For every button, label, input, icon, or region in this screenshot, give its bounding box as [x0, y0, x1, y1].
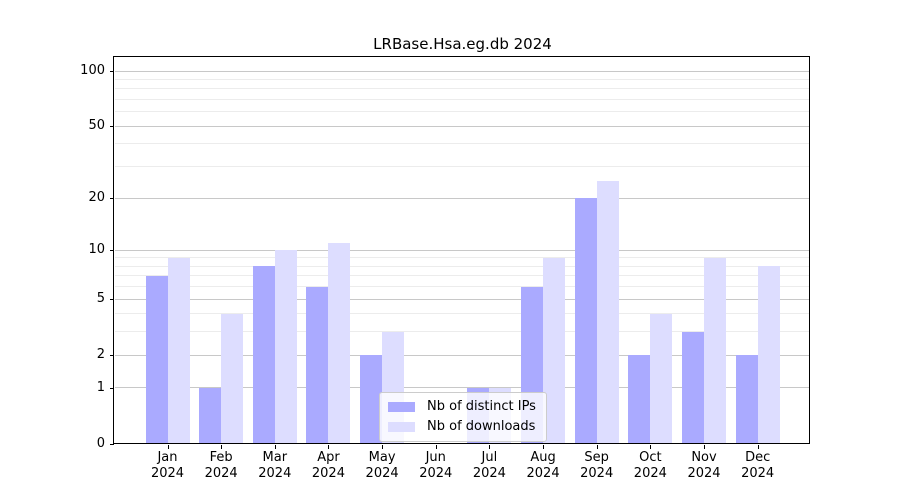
- bar-downloads-nov: [704, 257, 726, 444]
- gridline-minor: [115, 143, 810, 145]
- bar-ips-apr: [306, 286, 329, 444]
- x-tick-label-jan: Jan 2024: [150, 450, 185, 481]
- bar-downloads-dec: [757, 266, 780, 444]
- bar-ips-may: [360, 355, 383, 444]
- x-tick-mark: [757, 445, 759, 449]
- x-tick-label-dec: Dec 2024: [741, 450, 775, 481]
- x-tick-label-aug: Aug 2024: [526, 450, 560, 481]
- y-tick-mark: [110, 198, 114, 199]
- x-tick-label-may: May 2024: [365, 450, 399, 481]
- y-tick-label: 0: [96, 436, 105, 451]
- y-tick-label: 20: [88, 190, 105, 205]
- gridline-minor: [115, 313, 810, 315]
- bar-downloads-aug: [543, 257, 566, 444]
- bar-downloads-mar: [274, 250, 297, 444]
- y-tick-mark: [110, 387, 114, 389]
- x-tick-label-sep: Sep 2024: [580, 450, 614, 481]
- gridline-minor: [115, 265, 810, 267]
- legend-item-distinct-ips: Nb of distinct IPs: [388, 398, 536, 415]
- x-tick-mark: [274, 445, 276, 449]
- gridline-major: [115, 387, 810, 389]
- legend-label-downloads: Nb of downloads: [427, 419, 536, 434]
- gridline-minor: [115, 99, 810, 101]
- y-tick-mark: [110, 444, 114, 445]
- gridline-major: [115, 125, 810, 127]
- bar-ips-dec: [735, 355, 758, 444]
- y-tick-label: 50: [88, 118, 105, 134]
- chart-title: LRBase.Hsa.eg.db 2024: [373, 35, 552, 53]
- bar-ips-jan: [145, 275, 168, 444]
- y-tick-label: 2: [96, 347, 105, 363]
- y-tick-mark: [110, 71, 114, 73]
- x-tick-label-jun: Jun 2024: [419, 450, 453, 481]
- x-tick-mark: [704, 445, 705, 449]
- y-tick-label: 5: [96, 291, 105, 307]
- gridline-minor: [115, 275, 810, 277]
- gridline-minor: [115, 286, 810, 288]
- legend-item-downloads: Nb of downloads: [388, 418, 536, 435]
- y-tick-mark: [110, 299, 114, 301]
- gridline-major: [115, 70, 810, 72]
- bar-downloads-jan: [167, 257, 190, 444]
- x-tick-mark: [382, 445, 384, 449]
- x-tick-label-feb: Feb 2024: [204, 450, 238, 481]
- bar-ips-feb: [199, 388, 222, 444]
- x-tick-mark: [435, 445, 437, 449]
- gridline-minor: [115, 331, 810, 333]
- y-tick-label: 1: [96, 379, 105, 395]
- gridline-major: [115, 197, 810, 199]
- x-tick-mark: [489, 445, 491, 449]
- bar-ips-sep: [574, 198, 597, 444]
- x-tick-mark: [167, 445, 169, 449]
- gridline-major: [115, 298, 810, 300]
- bar-downloads-apr: [328, 243, 351, 444]
- x-tick-mark: [221, 445, 223, 449]
- gridline-minor: [115, 257, 810, 259]
- gridline-major: [115, 354, 810, 356]
- gridline-minor: [115, 79, 810, 81]
- bar-ips-nov: [682, 332, 704, 444]
- x-tick-label-apr: Apr 2024: [311, 450, 345, 481]
- bar-downloads-feb: [221, 313, 244, 444]
- x-tick-mark: [543, 445, 545, 449]
- legend-label-ips: Nb of distinct IPs: [427, 399, 536, 414]
- y-tick-mark: [110, 355, 114, 357]
- bar-downloads-sep: [596, 180, 619, 444]
- gridline-minor: [115, 111, 810, 113]
- gridline-minor: [115, 88, 810, 90]
- y-tick-label: 100: [80, 63, 105, 79]
- x-tick-label-oct: Oct 2024: [633, 450, 667, 481]
- x-tick-label-mar: Mar 2024: [258, 450, 292, 481]
- y-tick-mark: [110, 250, 114, 252]
- y-tick-label: 10: [88, 242, 105, 258]
- x-tick-mark: [328, 445, 330, 449]
- x-tick-label-jul: Jul 2024: [472, 450, 506, 481]
- legend: Nb of distinct IPs Nb of downloads: [379, 392, 547, 442]
- bar-downloads-oct: [650, 313, 673, 444]
- x-tick-label-nov: Nov 2024: [687, 450, 721, 481]
- x-tick-mark: [596, 445, 598, 449]
- y-tick-mark: [110, 126, 114, 128]
- x-tick-mark: [650, 445, 652, 449]
- bar-ips-mar: [252, 266, 275, 444]
- gridline-major: [115, 249, 810, 251]
- gridline-minor: [115, 166, 810, 168]
- legend-swatch-downloads: [388, 421, 415, 432]
- legend-swatch-ips: [388, 401, 415, 412]
- plot-area: [115, 58, 810, 444]
- bar-ips-oct: [628, 355, 651, 444]
